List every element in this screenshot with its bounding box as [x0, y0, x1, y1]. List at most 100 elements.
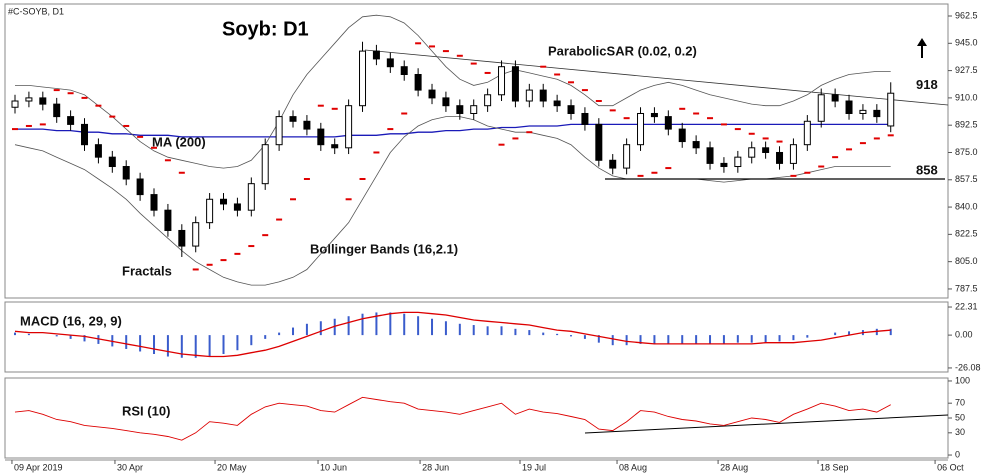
candle-body [39, 97, 47, 105]
macd-bar [250, 335, 253, 346]
macd-bar [834, 332, 837, 336]
y-tick-label: 945.0 [955, 38, 978, 48]
macd-bar [709, 335, 712, 344]
candle-body [789, 144, 797, 164]
candle-body [470, 105, 478, 114]
y-tick-label: 805.0 [955, 256, 978, 266]
sar-label: ParabolicSAR (0.02, 0.2) [548, 43, 697, 58]
level-label: 918 [916, 77, 938, 92]
candle-body [525, 89, 533, 102]
candle-body [456, 105, 464, 114]
candle-body [484, 94, 492, 107]
candle-body [511, 66, 519, 102]
candle-body [178, 229, 186, 247]
rsi-title: RSI (10) [122, 403, 170, 418]
macd-bar [556, 333, 559, 336]
macd-bar [69, 335, 72, 339]
y-tick-label: 30 [955, 427, 965, 437]
candle-body [289, 116, 297, 122]
candle-body [845, 100, 853, 114]
y-tick-label: 875.0 [955, 147, 978, 157]
rsi-line [14, 396, 891, 441]
y-tick-label: 70 [955, 398, 965, 408]
bollinger-upper [15, 14, 891, 169]
candle-body [678, 128, 686, 143]
macd-bar [486, 326, 489, 336]
macd-bar [570, 335, 573, 337]
macd-bar [681, 335, 684, 344]
candle-body [400, 66, 408, 75]
macd-bar [194, 335, 197, 358]
macd-bar [139, 335, 142, 352]
candle-body [164, 209, 172, 231]
x-tick-label: 10 Jun [320, 462, 347, 472]
x-tick-label: 28 Jun [422, 462, 449, 472]
chart-title: Soyb: D1 [222, 18, 309, 40]
candle-body [553, 100, 561, 107]
macd-bar [166, 335, 169, 357]
macd-bar [695, 335, 698, 344]
x-tick-label: 30 Apr [117, 462, 143, 472]
candle-body [122, 166, 130, 180]
macd-bar [361, 313, 364, 336]
x-tick-label: 28 Aug [720, 462, 748, 472]
resistance-line [364, 49, 949, 106]
ma-label: MA (200) [152, 134, 206, 149]
macd-bar [292, 327, 295, 336]
candle-body [359, 50, 367, 107]
candle-body [803, 120, 811, 146]
candle-body [220, 198, 228, 205]
candle-body [247, 183, 255, 211]
level-label: 858 [916, 162, 938, 177]
macd-bar [431, 318, 434, 336]
candle-body [859, 109, 867, 114]
macd-bar [583, 335, 586, 339]
candle-body [150, 194, 158, 211]
rsi-trend-line [584, 414, 949, 434]
macd-bar [889, 328, 892, 336]
x-tick-label: 19 Jul [522, 462, 546, 472]
candle-body [650, 112, 658, 118]
macd-bar [458, 323, 461, 336]
macd-bar [305, 323, 308, 336]
candle-body [233, 203, 241, 211]
macd-bar [444, 321, 447, 336]
y-tick-label: 0.00 [955, 329, 973, 339]
y-tick-label: 787.5 [955, 283, 978, 293]
candle-body [94, 144, 102, 158]
bollinger-lower [14, 116, 891, 286]
candle-body [776, 151, 784, 164]
y-tick-label: 22.31 [955, 301, 978, 311]
y-tick-label: 840.0 [955, 201, 978, 211]
macd-signal [14, 311, 891, 358]
candle-body [720, 162, 728, 168]
macd-bar [125, 335, 128, 349]
y-tick-label: 892.5 [955, 120, 978, 130]
macd-title: MACD (16, 29, 9) [20, 313, 122, 328]
candle-body [539, 89, 547, 102]
y-tick-label: 822.5 [955, 229, 978, 239]
macd-bar [528, 330, 531, 336]
macd-bar [375, 312, 378, 336]
macd-bar [389, 312, 392, 336]
candle-body [428, 89, 436, 99]
candle-body [692, 141, 700, 149]
macd-bar [625, 335, 628, 346]
macd-bar [417, 316, 420, 336]
y-tick-label: 50 [955, 412, 965, 422]
candle-body [748, 147, 756, 158]
y-tick-label: 962.5 [955, 10, 978, 20]
candle-body [345, 105, 353, 149]
y-tick-label: 100 [955, 375, 970, 385]
candle-body [386, 58, 394, 68]
x-tick-label: 09 Apr 2019 [14, 462, 63, 472]
candle-body [192, 222, 200, 247]
candle-body [442, 97, 450, 107]
candle-body [317, 128, 325, 146]
x-tick-label: 20 May [217, 462, 247, 472]
macd-bar [180, 335, 183, 358]
candle-body [108, 156, 116, 168]
candle-body [623, 144, 631, 169]
